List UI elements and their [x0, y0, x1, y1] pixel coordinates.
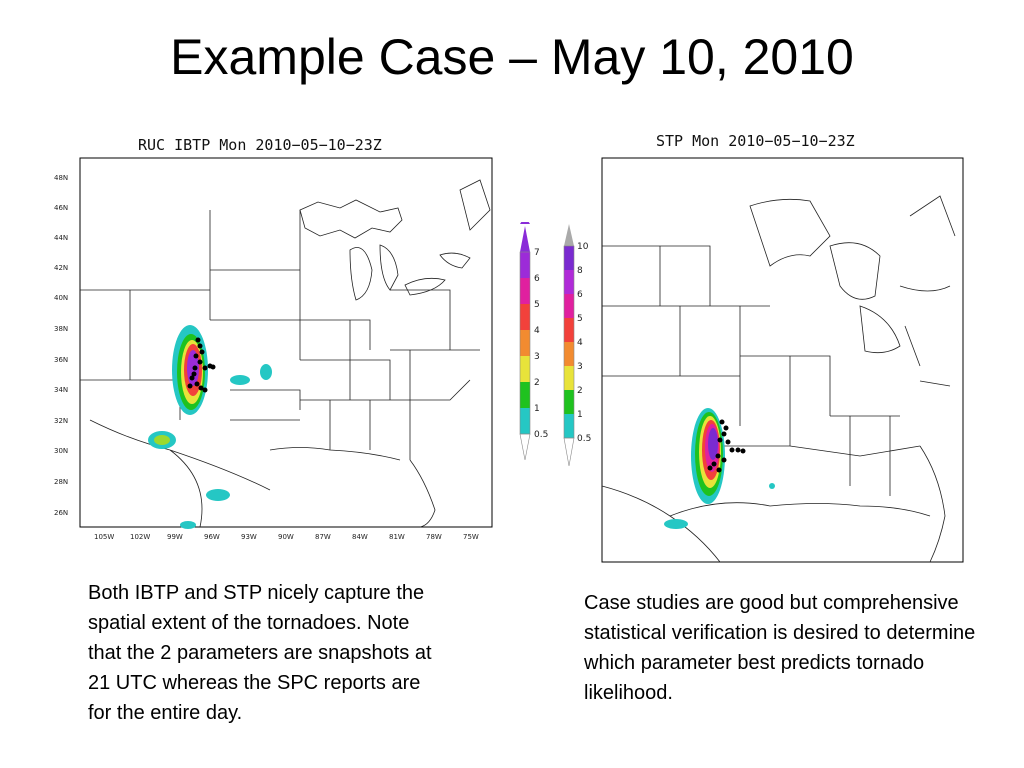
lat-tick: 44N — [54, 234, 68, 242]
left-colorbar-top-arrow — [520, 226, 530, 252]
colorbar-label: 8 — [577, 266, 583, 276]
right-colorbar-top-arrow — [564, 224, 574, 246]
lon-tick: 78W — [426, 533, 442, 541]
colorbar-label: 3 — [534, 352, 540, 362]
right-colorbar: 10 8 6 5 4 3 2 1 0.5 — [563, 224, 591, 467]
lon-tick: 87W — [315, 533, 331, 541]
lat-tick: 36N — [54, 356, 68, 364]
left-colorbar: 7 6 5 4 3 2 1 0.5 — [519, 222, 548, 461]
colorbar-label: 1 — [577, 410, 583, 420]
lat-tick: 48N — [54, 174, 68, 182]
colorbar-label: 2 — [534, 378, 540, 388]
lon-tick: 99W — [167, 533, 183, 541]
left-map-tornado-reports — [187, 337, 216, 393]
left-map-lon-ticks: 105W 102W 99W 96W 93W 90W 87W 84W 81W 78… — [94, 533, 479, 541]
right-map-title: STP Mon 2010−05−10−23Z — [656, 132, 855, 150]
left-map-outlines — [80, 179, 491, 528]
colorbar-label: 7 — [534, 248, 540, 258]
colorbar-label: 6 — [534, 274, 540, 284]
lon-tick: 84W — [352, 533, 368, 541]
lat-tick: 42N — [54, 264, 68, 272]
lat-tick: 38N — [54, 325, 68, 333]
slide-title: Example Case – May 10, 2010 — [170, 29, 854, 85]
lon-tick: 75W — [463, 533, 479, 541]
lat-tick: 30N — [54, 447, 68, 455]
colorbar-label: 10 — [577, 242, 589, 252]
lat-tick: 46N — [54, 204, 68, 212]
colorbar-label: 0.5 — [577, 434, 591, 444]
lon-tick: 105W — [94, 533, 114, 541]
colorbar-label: 6 — [577, 290, 583, 300]
lon-tick: 81W — [389, 533, 405, 541]
lat-tick: 26N — [54, 509, 68, 517]
left-map-title: RUC IBTP Mon 2010−05−10−23Z — [138, 136, 382, 154]
lat-tick: 34N — [54, 386, 68, 394]
left-caption: Both IBTP and STP nicely capture the spa… — [88, 582, 432, 724]
colorbar-label: 5 — [534, 300, 540, 310]
colorbar-label: 2 — [577, 386, 583, 396]
lon-tick: 93W — [241, 533, 257, 541]
lat-tick: 40N — [54, 294, 68, 302]
lon-tick: 102W — [130, 533, 150, 541]
lon-tick: 96W — [204, 533, 220, 541]
colorbar-label: 0.5 — [534, 430, 548, 440]
colorbar-label: 1 — [534, 404, 540, 414]
right-map-outlines — [601, 195, 956, 563]
colorbar-label: 4 — [534, 326, 540, 336]
colorbar-label: 5 — [577, 314, 583, 324]
right-map-shading — [664, 408, 775, 529]
left-map-panel: 48N 46N 44N 42N 40N 38N 36N 34N 32N 30N … — [54, 157, 493, 541]
left-map-lat-ticks: 48N 46N 44N 42N 40N 38N 36N 34N 32N 30N … — [54, 174, 68, 517]
colorbar-label: 3 — [577, 362, 583, 372]
right-caption: Case studies are good but comprehensive … — [584, 592, 976, 704]
right-map-tornado-reports — [707, 419, 746, 473]
lat-tick: 32N — [54, 417, 68, 425]
lat-tick: 28N — [54, 478, 68, 486]
colorbar-label: 4 — [577, 338, 583, 348]
right-map-panel — [601, 157, 964, 563]
lon-tick: 90W — [278, 533, 294, 541]
